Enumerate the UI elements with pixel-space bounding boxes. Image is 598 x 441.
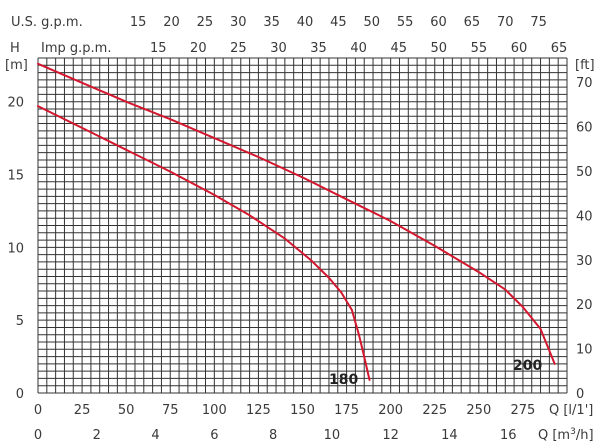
x-tick-label-lpm: 200 xyxy=(378,403,403,418)
y-tick-label-ft: 60 xyxy=(576,121,593,136)
x-tick-label-lpm: 150 xyxy=(290,403,315,418)
performance-curves xyxy=(37,62,556,381)
top-tick-label-usgpm: 75 xyxy=(530,15,547,30)
y-tick-label-ft: 40 xyxy=(576,209,593,224)
top-tick-label-usgpm: 15 xyxy=(130,15,147,30)
top-tick-label-impgpm: 25 xyxy=(230,41,247,56)
top-tick-label-usgpm: 20 xyxy=(163,15,180,30)
x-axis-label-lpm: Q [l/1'] xyxy=(549,403,593,418)
x-tick-label-m3h: 0 xyxy=(34,428,42,441)
top-tick-label-usgpm: 45 xyxy=(330,15,347,30)
y-tick-label-ft: 0 xyxy=(576,387,584,402)
x-axis-label-m3h: Q [m3/h] xyxy=(538,427,594,441)
top-tick-label-usgpm: 50 xyxy=(363,15,380,30)
y-tick-label-m: 10 xyxy=(7,241,24,256)
top-tick-label-impgpm: 30 xyxy=(270,41,287,56)
top-tick-label-impgpm: 55 xyxy=(471,41,488,56)
top-tick-label-impgpm: 40 xyxy=(350,41,367,56)
top-tick-label-usgpm: 25 xyxy=(197,15,214,30)
y-tick-label-m: 15 xyxy=(7,169,24,184)
x-tick-label-lpm: 25 xyxy=(74,403,91,418)
x-tick-label-m3h: 14 xyxy=(441,428,458,441)
x-tick-label-m3h: 16 xyxy=(500,428,517,441)
y-tick-label-ft: 30 xyxy=(576,254,593,269)
x-tick-label-lpm: 75 xyxy=(162,403,179,418)
y-tick-label-ft: 20 xyxy=(576,298,593,313)
x-tick-label-lpm: 100 xyxy=(202,403,227,418)
x-tick-label-lpm: 175 xyxy=(334,403,359,418)
y-axis-unit-m: [m] xyxy=(5,58,28,73)
y-axis-title: H xyxy=(10,41,20,56)
chart-grid xyxy=(37,57,568,394)
x-tick-label-m3h: 10 xyxy=(324,428,341,441)
curve-200 xyxy=(37,62,556,365)
top-tick-label-usgpm: 55 xyxy=(397,15,414,30)
x-tick-label-lpm: 250 xyxy=(466,403,491,418)
curve-label-200: 200 xyxy=(513,358,542,374)
x-tick-label-lpm: 125 xyxy=(246,403,271,418)
top-tick-label-usgpm: 65 xyxy=(464,15,481,30)
x-tick-label-lpm: 225 xyxy=(422,403,447,418)
top-tick-label-usgpm: 70 xyxy=(497,15,514,30)
top-axis-label-usgpm: U.S. g.p.m. xyxy=(11,15,83,30)
curve-label-180: 180 xyxy=(329,372,358,388)
curve-180 xyxy=(37,105,371,381)
y-tick-label-ft: 70 xyxy=(576,76,593,91)
y-tick-label-m: 0 xyxy=(16,387,24,402)
top-tick-label-usgpm: 60 xyxy=(430,15,447,30)
y-tick-label-m: 20 xyxy=(7,96,24,111)
top-axis-label-impgpm: Imp g.p.m. xyxy=(41,41,111,56)
x-tick-label-m3h: 2 xyxy=(93,428,101,441)
top-tick-label-impgpm: 60 xyxy=(511,41,528,56)
top-tick-label-usgpm: 30 xyxy=(230,15,247,30)
top-tick-label-impgpm: 45 xyxy=(390,41,407,56)
top-tick-label-impgpm: 65 xyxy=(551,41,568,56)
x-tick-label-m3h: 12 xyxy=(382,428,399,441)
top-tick-label-impgpm: 50 xyxy=(431,41,448,56)
y-tick-label-ft: 10 xyxy=(576,343,593,358)
top-tick-label-usgpm: 35 xyxy=(263,15,280,30)
x-tick-label-m3h: 4 xyxy=(151,428,159,441)
top-tick-label-usgpm: 40 xyxy=(297,15,314,30)
y-axis-unit-ft: [ft] xyxy=(575,58,595,73)
top-tick-label-impgpm: 20 xyxy=(190,41,207,56)
x-tick-label-lpm: 50 xyxy=(118,403,135,418)
x-tick-label-lpm: 275 xyxy=(511,403,536,418)
y-tick-label-m: 5 xyxy=(16,314,24,329)
x-tick-label-m3h: 6 xyxy=(210,428,218,441)
top-tick-label-impgpm: 35 xyxy=(310,41,327,56)
x-tick-label-lpm: 0 xyxy=(34,403,42,418)
top-tick-label-impgpm: 15 xyxy=(150,41,167,56)
y-tick-label-ft: 50 xyxy=(576,165,593,180)
x-tick-label-m3h: 8 xyxy=(269,428,277,441)
